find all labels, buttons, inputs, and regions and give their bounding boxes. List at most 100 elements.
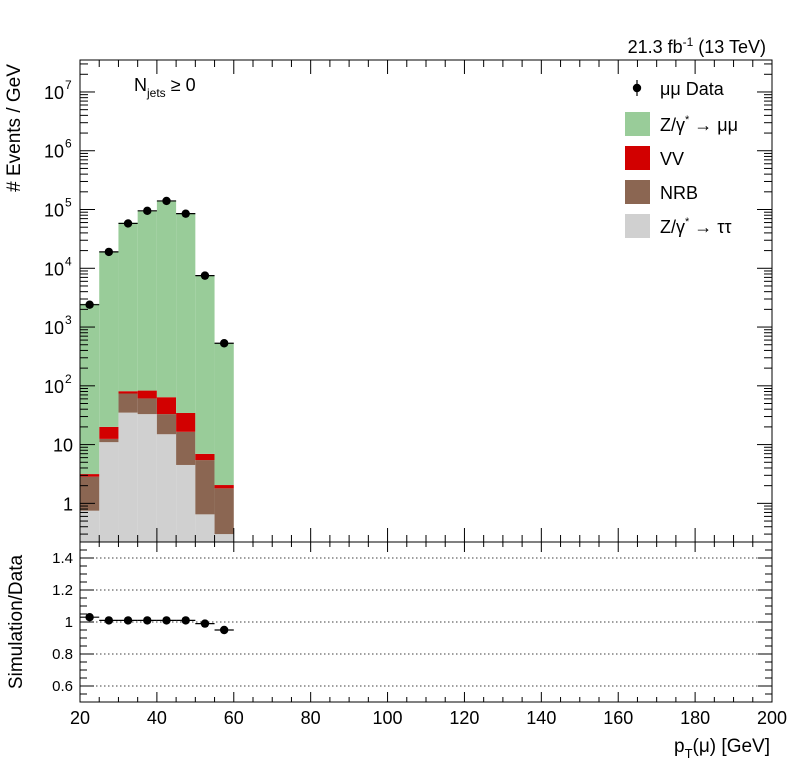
lower-y-tick-label-1: 0.8 (52, 646, 73, 663)
x-tick-label-6: 140 (526, 708, 556, 728)
upper-y-tick-label-5: 10 (44, 201, 64, 221)
legend-label-2: VV (660, 149, 684, 169)
bar-3-1 (99, 251, 119, 427)
ratio-point-0 (85, 613, 94, 622)
bar-2-3 (137, 390, 157, 399)
stacked-bars (80, 200, 234, 542)
upper-y-tick-exp-6: 6 (65, 137, 72, 151)
legend-label-0: μμ Data (660, 79, 725, 99)
bar-0-5 (176, 464, 196, 542)
x-tick-label-4: 100 (373, 708, 403, 728)
bar-0-3 (137, 414, 157, 542)
upper-y-tick-exp-5: 5 (65, 196, 72, 210)
x-tick-label-0: 20 (70, 708, 90, 728)
legend: μμ Data Z/γ* → μμ VV NRB Z/γ* → ττ (625, 79, 738, 238)
bar-3-2 (118, 222, 138, 392)
bar-2-1 (99, 426, 119, 439)
lower-y-tick-label-3: 1.2 (52, 582, 73, 599)
bar-1-7 (214, 488, 234, 535)
x-tick-label-7: 160 (603, 708, 633, 728)
bar-2-0 (80, 474, 100, 477)
lower-y-axis-title: Simulation/Data (6, 555, 27, 690)
upper-y-tick-exp-2: 2 (65, 372, 72, 386)
bar-2-2 (118, 391, 138, 394)
upper-y-tick-exp-4: 4 (65, 254, 72, 268)
upper-y-tick-label-0: 1 (63, 494, 73, 514)
legend-swatch-2 (625, 146, 650, 170)
upper-y-tick-label-3: 10 (44, 318, 64, 338)
ratio-point-2 (123, 616, 133, 625)
legend-swatch-3 (625, 180, 650, 204)
ratio-point-4 (162, 616, 171, 625)
bar-3-7 (214, 343, 234, 486)
lower-y-axis: 0.6 0.8 1 1.2 1.4 (52, 541, 772, 695)
lower-y-tick-label-2: 1 (65, 614, 73, 631)
x-tick-label-9: 200 (757, 708, 787, 728)
legend-data-marker (632, 83, 642, 93)
lower-y-tick-label-4: 1.4 (52, 550, 73, 567)
legend-label-4: Z/γ* → ττ (660, 216, 732, 237)
upper-y-tick-label-4: 10 (44, 259, 64, 279)
lower-y-tick-label-0: 0.6 (52, 678, 73, 695)
upper-y-tick-label-7: 10 (44, 83, 64, 103)
data-point-1 (104, 247, 114, 257)
x-tick-label-1: 40 (147, 708, 167, 728)
data-points (80, 196, 234, 348)
bar-3-3 (137, 210, 157, 391)
bar-0-7 (214, 534, 234, 542)
bar-0-2 (118, 412, 138, 542)
data-point-5 (181, 209, 190, 218)
legend-label-1: Z/γ* → μμ (660, 114, 738, 135)
upper-x-ticks (79, 60, 773, 542)
bar-3-5 (176, 213, 196, 413)
x-tick-label-5: 120 (449, 708, 479, 728)
upper-y-tick-label-1: 10 (53, 436, 73, 456)
data-point-6 (200, 271, 210, 280)
ratio-point-5 (181, 616, 190, 625)
bar-2-5 (176, 412, 196, 432)
x-tick-label-3: 80 (301, 708, 321, 728)
x-axis-title: pT(μ) [GeV] (674, 736, 770, 761)
data-point-0 (85, 300, 94, 309)
ratio-point-3 (143, 616, 152, 625)
upper-y-axis-title: # Events / GeV (4, 64, 25, 192)
bar-0-6 (195, 514, 215, 542)
lower-x-axis: 20 40 60 80 100 120 140 160 180 200 (70, 542, 787, 728)
bar-0-4 (156, 434, 177, 542)
bar-1-5 (176, 431, 196, 465)
ratio-point-6 (200, 619, 210, 628)
bar-2-7 (214, 485, 234, 489)
bar-0-1 (99, 442, 119, 542)
upper-y-tick-exp-7: 7 (65, 78, 72, 92)
legend-swatch-1 (625, 112, 650, 136)
bar-1-1 (99, 438, 119, 443)
data-point-4 (162, 196, 171, 206)
lumi-label: 21.3 fb-1 (13 TeV) (628, 35, 766, 57)
bar-1-3 (137, 398, 157, 415)
bar-1-0 (80, 476, 100, 511)
bar-1-6 (195, 460, 215, 515)
data-point-2 (123, 219, 133, 228)
bar-2-4 (156, 397, 177, 415)
ratio-points (80, 613, 234, 635)
upper-y-tick-label-2: 10 (44, 377, 64, 397)
bar-1-4 (156, 414, 177, 435)
ratio-gridlines (80, 557, 772, 687)
legend-label-3: NRB (660, 183, 698, 203)
bar-3-4 (156, 200, 177, 398)
data-point-7 (219, 339, 229, 348)
bar-1-2 (118, 393, 138, 413)
data-point-3 (143, 206, 152, 216)
ratio-point-1 (104, 616, 114, 625)
category-label: Njets ≥ 0 (134, 75, 196, 100)
lower-pad: 0.6 0.8 1 1.2 1.4 20 40 60 80 100 120 140 160 180 200 (52, 541, 787, 728)
bar-2-6 (195, 453, 215, 461)
upper-y-tick-exp-3: 3 (65, 313, 72, 327)
ratio-point-7 (219, 625, 229, 635)
upper-y-tick-label-6: 10 (44, 142, 64, 162)
legend-swatch-4 (625, 214, 650, 238)
x-tick-label-8: 180 (680, 708, 710, 728)
